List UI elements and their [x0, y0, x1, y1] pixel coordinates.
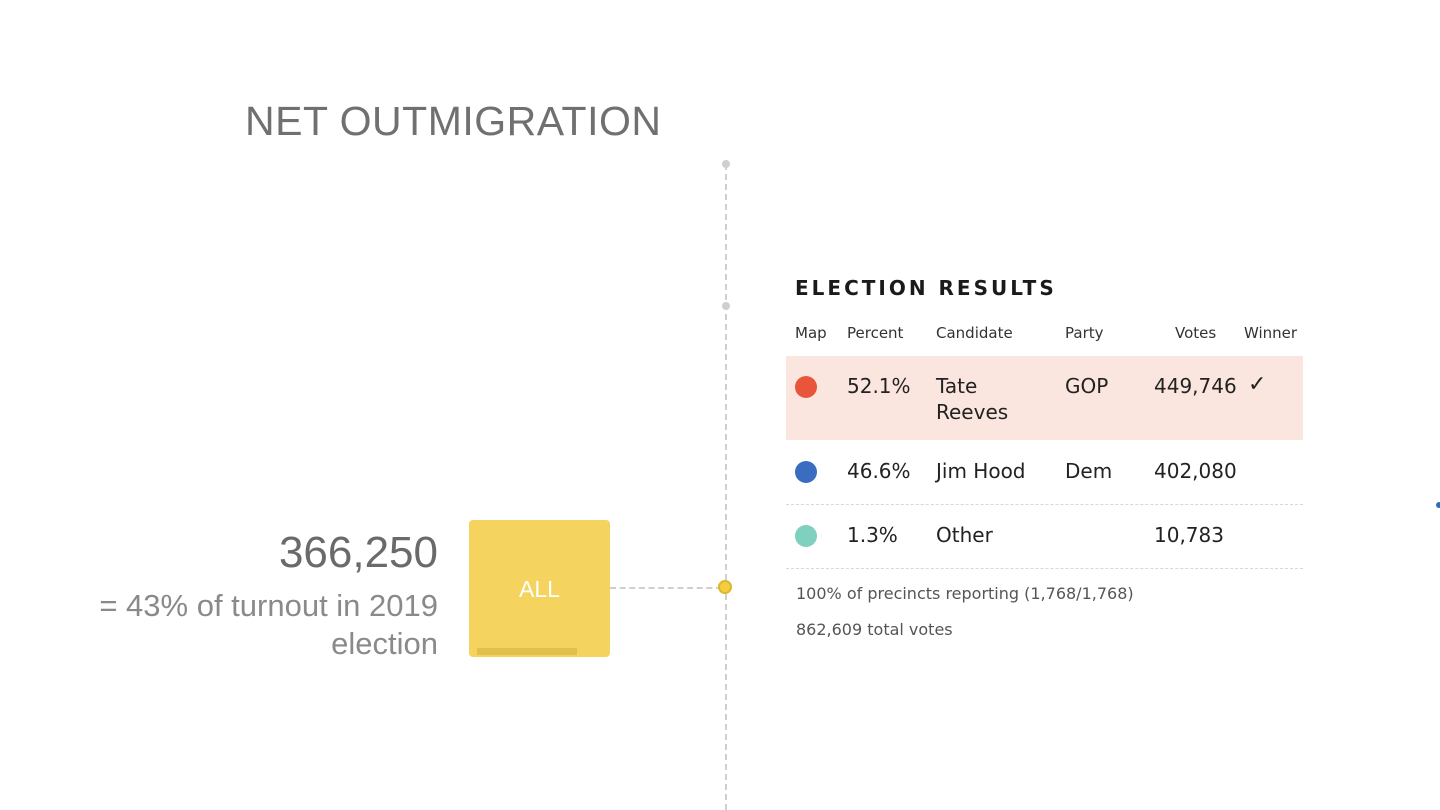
all-button-bar	[477, 648, 577, 655]
percent-cell: 1.3%	[847, 523, 898, 547]
col-header-candidate: Candidate	[936, 324, 1013, 342]
votes-cell: 449,746	[1154, 374, 1237, 398]
stat-value: 366,250	[278, 528, 438, 577]
total-votes: 862,609 total votes	[796, 620, 953, 639]
timeline-line	[725, 164, 727, 810]
all-button-label: ALL	[519, 576, 560, 602]
gop-color-dot	[795, 376, 817, 398]
col-header-party: Party	[1065, 324, 1104, 342]
percent-cell: 46.6%	[847, 459, 911, 483]
stat-caption: = 43% of turnout in 2019 election	[99, 588, 438, 661]
connector-line	[610, 587, 722, 589]
results-table: Map Percent Candidate Party Votes Winner…	[786, 324, 1303, 569]
col-header-winner: Winner	[1244, 324, 1298, 342]
other-color-dot	[795, 525, 817, 547]
col-header-map: Map	[795, 324, 827, 342]
precincts-reporting: 100% of precincts reporting (1,768/1,768…	[796, 584, 1134, 603]
candidate-cell: Jim Hood	[936, 459, 1026, 483]
dem-color-dot	[795, 461, 817, 483]
page-title: NET OUTMIGRATION	[245, 98, 662, 144]
party-cell: GOP	[1065, 374, 1109, 398]
party-cell: Dem	[1065, 459, 1113, 483]
timeline-dot	[722, 302, 730, 310]
timeline-dot	[722, 160, 730, 168]
percent-cell: 52.1%	[847, 374, 911, 398]
winner-check-icon: ✓	[1248, 372, 1267, 397]
table-row: 46.6% Jim Hood Dem 402,080	[786, 441, 1303, 505]
results-title: ELECTION RESULTS	[795, 276, 1057, 300]
candidate-cell: Other	[936, 523, 993, 547]
timeline-node[interactable]	[718, 580, 732, 594]
col-header-votes: Votes	[1175, 324, 1217, 342]
votes-cell: 402,080	[1154, 459, 1237, 483]
votes-cell: 10,783	[1154, 523, 1224, 547]
all-button[interactable]: ALL	[469, 520, 610, 657]
candidate-cell: Tate Reeves	[936, 374, 1009, 424]
table-row: 52.1% Tate Reeves GOP 449,746 ✓	[786, 356, 1303, 441]
edge-dot	[1436, 502, 1440, 508]
col-header-percent: Percent	[847, 324, 904, 342]
table-header: Map Percent Candidate Party Votes Winner	[786, 324, 1303, 356]
table-row: 1.3% Other 10,783	[786, 505, 1303, 569]
